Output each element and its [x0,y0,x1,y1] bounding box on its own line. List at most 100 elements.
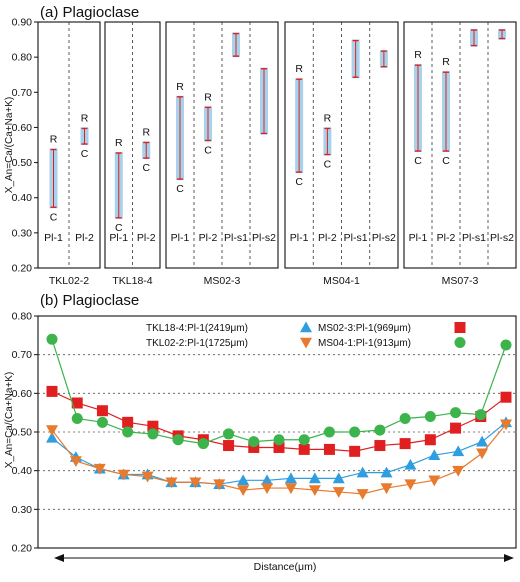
panel-b-series-point [424,411,436,423]
panel-b-series-point [237,474,250,486]
panel-a-y-tick-label: 0.70 [12,87,33,99]
panel-a-column-label: Pl-s1 [344,232,368,244]
panel-a-core-label: C [115,222,123,234]
panel-a-column-label: Pl-1 [409,232,428,244]
panel-b-series-point [71,397,83,409]
panel-b-legend-label: MS04-1:Pl-1(913μm) [318,338,411,349]
panel-b-series-point [46,425,58,437]
panel-a-group-label: TKL18-4 [112,275,152,287]
panel-b-series-point [197,438,209,450]
panel-b-series-point [147,420,159,432]
panel-a-core-label: C [414,155,422,167]
panel-b-series-point [122,416,134,428]
panel-a-column-label: Pl-2 [437,232,456,244]
panel-b-series-point [424,434,436,446]
panel-a-column-label: Pl-s1 [462,232,486,244]
panel-a-rim-label: R [142,126,150,138]
panel-b-series-point [96,405,108,417]
panel-b-series-point [273,441,285,453]
panel-b-series-point [452,445,465,457]
panel-a-column-label: Pl-1 [171,232,190,244]
panel-b-series-point [404,479,417,491]
panel-b-series-point [46,333,58,345]
panel-b-series-point [380,466,393,478]
panel-b-legend-label: MS02-3:Pl-1(969μm) [318,323,411,334]
panel-a-y-tick-label: 0.50 [12,157,33,169]
panel-b-series-point [450,407,462,419]
panel-b-distance-arrow-right [504,554,514,562]
panel-b-series-point [476,435,489,447]
panel-b-legend-label: TKL02-2:Pl-1(1725μm) [146,338,248,349]
panel-b-series-point [46,385,58,397]
panel-b-series-point [122,426,134,438]
panel-b-series-point [476,448,489,460]
panel-a-core-label: C [142,162,150,174]
panel-b-y-tick-label: 0.60 [12,388,33,400]
panel-a-core-label: C [204,144,212,156]
panel-a-rim-label: R [324,112,332,124]
panel-b-series-point [428,449,441,460]
panel-b-series-point [332,487,345,498]
panel-a-column-label: Pl-s2 [252,232,276,244]
panel-b-series-point [298,443,310,455]
panel-b-series-point [248,441,260,453]
panel-a-y-tick-label: 0.60 [12,122,33,134]
panel-b-series-point [261,483,274,495]
panel-a-y-tick-label: 0.40 [12,192,33,204]
panel-b-series-point [69,456,82,467]
panel-b-y-tick-label: 0.70 [12,349,33,361]
panel-a-core-label: C [50,211,58,223]
panel-a-core-label: C [176,183,184,195]
panel-a-core-label: C [324,159,332,171]
panel-b-legend-marker [300,321,312,333]
panel-a-rim-label: R [442,56,450,68]
panel-a-column-label: Pl-2 [75,232,94,244]
panel-a-column-label: Pl-s2 [372,232,396,244]
panel-b-legend-marker [454,322,466,333]
panel-a-column-label: Pl-2 [137,232,156,244]
panel-b-series-point [500,339,512,351]
panel-b-series-point [374,440,386,452]
panel-b-series-point [117,469,130,481]
panel-b-series-point [500,419,512,431]
panel-b-series-point [308,472,321,484]
panel-b-series-point [261,474,274,486]
panel-b-y-axis-label: X_An=Ca/(Ca+Na+K) [4,372,15,468]
panel-a-core-label: C [295,176,303,188]
panel-a-y-tick-label: 0.20 [12,263,33,275]
panel-b-series-point [46,431,58,443]
panel-b-series-point [284,472,297,484]
panel-b-series-point [165,477,178,489]
panel-a-core-label: C [442,155,450,167]
panel-b-y-tick-label: 0.80 [12,311,33,323]
panel-b-series-point [475,409,487,421]
panel-a-rim-label: R [176,81,184,93]
panel-a-rim-label: R [204,91,212,103]
panel-b-title: (b) Plagioclase [40,292,139,309]
panel-a-column-label: Pl-1 [44,232,63,244]
panel-b-series-point [374,424,386,436]
panel-b-series-point [213,479,226,491]
panel-a-rim-label: R [414,49,422,61]
panel-b-series-point [248,436,260,448]
panel-a-y-axis-label: X_An=Ca/(Ca+Na+K) [4,97,15,193]
panel-a-column-label: Pl-s2 [490,232,514,244]
panel-b-series-point [399,412,411,424]
panel-b-series-point [399,438,411,450]
panel-b-series-point [450,422,462,434]
panel-b-series-point [223,440,235,452]
panel-b-x-axis-label: Distance(μm) [254,561,317,573]
panel-b-y-tick-label: 0.20 [12,543,33,555]
panel-b-legend-label: TKL18-4:Pl-1(2419μm) [146,323,248,334]
panel-b-series-point [223,428,235,440]
panel-a-column-label: Pl-1 [290,232,309,244]
panel-b-series-point [147,428,159,440]
panel-b-series-point [332,472,345,484]
panel-a-group-label: MS04-1 [323,275,360,287]
panel-b-distance-arrow-left [54,554,64,562]
panel-b-series-point [298,434,310,446]
panel-b-series-point [96,416,108,428]
panel-b-series-point [428,475,441,487]
panel-a-column-label: Pl-2 [318,232,337,244]
